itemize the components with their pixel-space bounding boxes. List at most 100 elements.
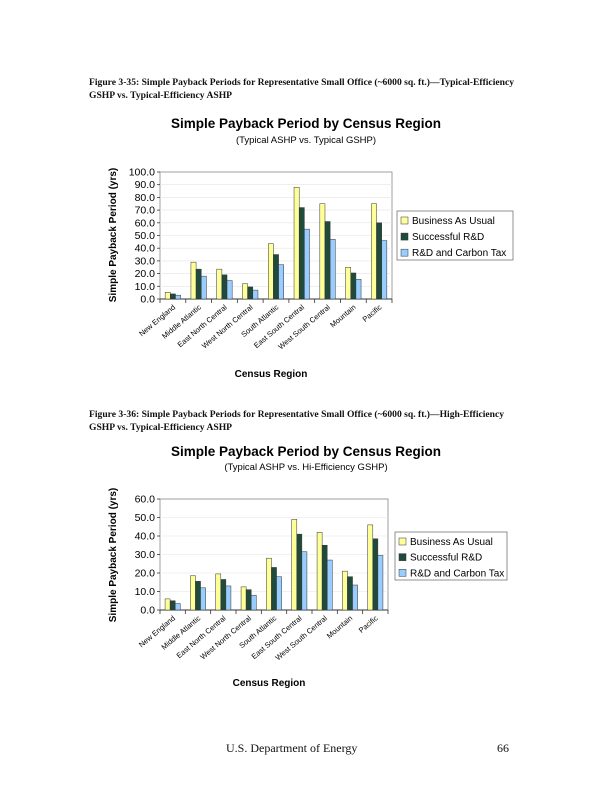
bar-business-as-usual [266,557,272,611]
legend-swatch [398,569,407,577]
bar-successful-r-d [376,222,382,300]
chart-subtitle: (Typical ASHP vs. Typical GSHP) [236,135,376,146]
bar-successful-r-d [195,581,201,611]
bar-successful-r-d [321,545,328,611]
legend-swatch [400,216,409,225]
bar-successful-r-d [324,221,331,300]
bar-successful-r-d [372,538,379,611]
y-tick-label: 40.0 [135,243,156,255]
legend-label: Successful R&D [410,553,482,564]
bar-business-as-usual [164,598,171,611]
bar-successful-r-d [247,286,254,300]
bar-successful-r-d [170,293,176,300]
y-tick-label: 100.0 [129,167,155,179]
bar-r-d-and-carbon-tax [226,280,233,300]
y-axis-title: Simple Payback Period (yrs) [108,488,119,623]
bar-r-d-and-carbon-tax [252,289,259,300]
bar-successful-r-d [271,567,277,611]
bar-r-d-and-carbon-tax [250,594,257,611]
bar-successful-r-d [298,207,305,300]
figure-caption-3-35: Figure 3-35: Simple Payback Periods for … [89,77,515,101]
legend-label: Successful R&D [412,232,484,243]
bar-r-d-and-carbon-tax [355,279,362,300]
y-tick-label: 60.0 [135,217,156,229]
bar-business-as-usual [216,268,223,300]
y-tick-label: 20.0 [135,568,156,580]
y-tick-label: 70.0 [135,205,156,217]
y-tick-label: 90.0 [135,179,156,191]
payback-chart-typical: Simple Payback Period by Census Region (T… [108,116,514,380]
footer-organization: U.S. Department of Energy [226,741,358,755]
chart-subtitle: (Typical ASHP vs. Hi-Efficiency GSHP) [224,462,387,473]
bar-business-as-usual [242,283,248,300]
x-axis-title: Census Region [235,369,308,380]
bar-r-d-and-carbon-tax [200,587,206,611]
legend-label: Business As Usual [410,537,493,548]
chart-title: Simple Payback Period by Census Region [171,116,441,131]
bar-r-d-and-carbon-tax [381,240,388,300]
x-tick-label: Pacific [361,302,384,323]
legend-swatch [398,537,407,546]
bar-r-d-and-carbon-tax [174,603,181,611]
y-tick-label: 50.0 [135,512,156,524]
bar-successful-r-d [169,600,176,611]
bar-successful-r-d [350,272,357,300]
bar-r-d-and-carbon-tax [329,239,336,300]
y-tick-label: 60.0 [135,494,156,506]
bar-business-as-usual [291,519,298,611]
bar-r-d-and-carbon-tax [304,228,310,300]
y-tick-label: 50.0 [135,230,156,242]
bar-r-d-and-carbon-tax [301,551,308,611]
legend-swatch [400,232,409,241]
chart-title: Simple Payback Period by Census Region [171,445,441,459]
legend [396,210,514,261]
bar-successful-r-d [220,579,227,611]
y-tick-label: 40.0 [135,531,156,543]
bar-r-d-and-carbon-tax [225,585,232,611]
bar-business-as-usual [190,575,196,611]
bar-r-d-and-carbon-tax [175,294,181,300]
bar-successful-r-d [221,274,228,300]
legend-swatch [400,248,409,257]
legend [394,531,508,581]
y-tick-label: 0.0 [140,605,155,617]
bar-business-as-usual [190,261,197,300]
y-axis-title: Simple Payback Period (yrs) [108,168,119,303]
y-tick-label: 10.0 [135,281,156,293]
bar-business-as-usual [367,524,374,611]
y-tick-label: 30.0 [135,549,156,561]
bar-business-as-usual [268,243,274,300]
x-axis-title: Census Region [233,678,306,689]
bar-business-as-usual [240,586,247,611]
bar-successful-r-d [296,533,303,611]
bar-r-d-and-carbon-tax [326,559,333,611]
bar-successful-r-d [195,268,202,300]
y-tick-label: 0.0 [140,294,155,306]
x-tick-label: Mountain [325,614,354,641]
bar-r-d-and-carbon-tax [276,576,282,611]
bar-business-as-usual [164,292,171,300]
legend-swatch [398,553,407,561]
bar-r-d-and-carbon-tax [278,264,284,300]
y-tick-label: 10.0 [135,586,156,598]
figure-caption-3-36: Figure 3-36: Simple Payback Periods for … [89,409,505,433]
bar-r-d-and-carbon-tax [377,555,384,611]
x-tick-label: Pacific [357,613,380,634]
bar-r-d-and-carbon-tax [352,584,358,611]
bar-business-as-usual [316,532,323,611]
bar-successful-r-d [245,589,252,611]
bar-successful-r-d [273,254,279,300]
legend-label: Business As Usual [412,216,495,227]
legend-label: R&D and Carbon Tax [410,568,504,579]
payback-chart-hi-efficiency: Simple Payback Period by Census Region (T… [108,445,508,689]
y-tick-label: 80.0 [135,192,156,204]
bar-r-d-and-carbon-tax [200,275,207,300]
y-tick-label: 30.0 [135,255,156,267]
bar-successful-r-d [347,576,353,611]
y-tick-label: 20.0 [135,268,156,280]
page-number: 66 [497,741,509,755]
bar-business-as-usual [345,267,352,300]
bar-business-as-usual [371,203,377,300]
bar-business-as-usual [319,203,326,300]
